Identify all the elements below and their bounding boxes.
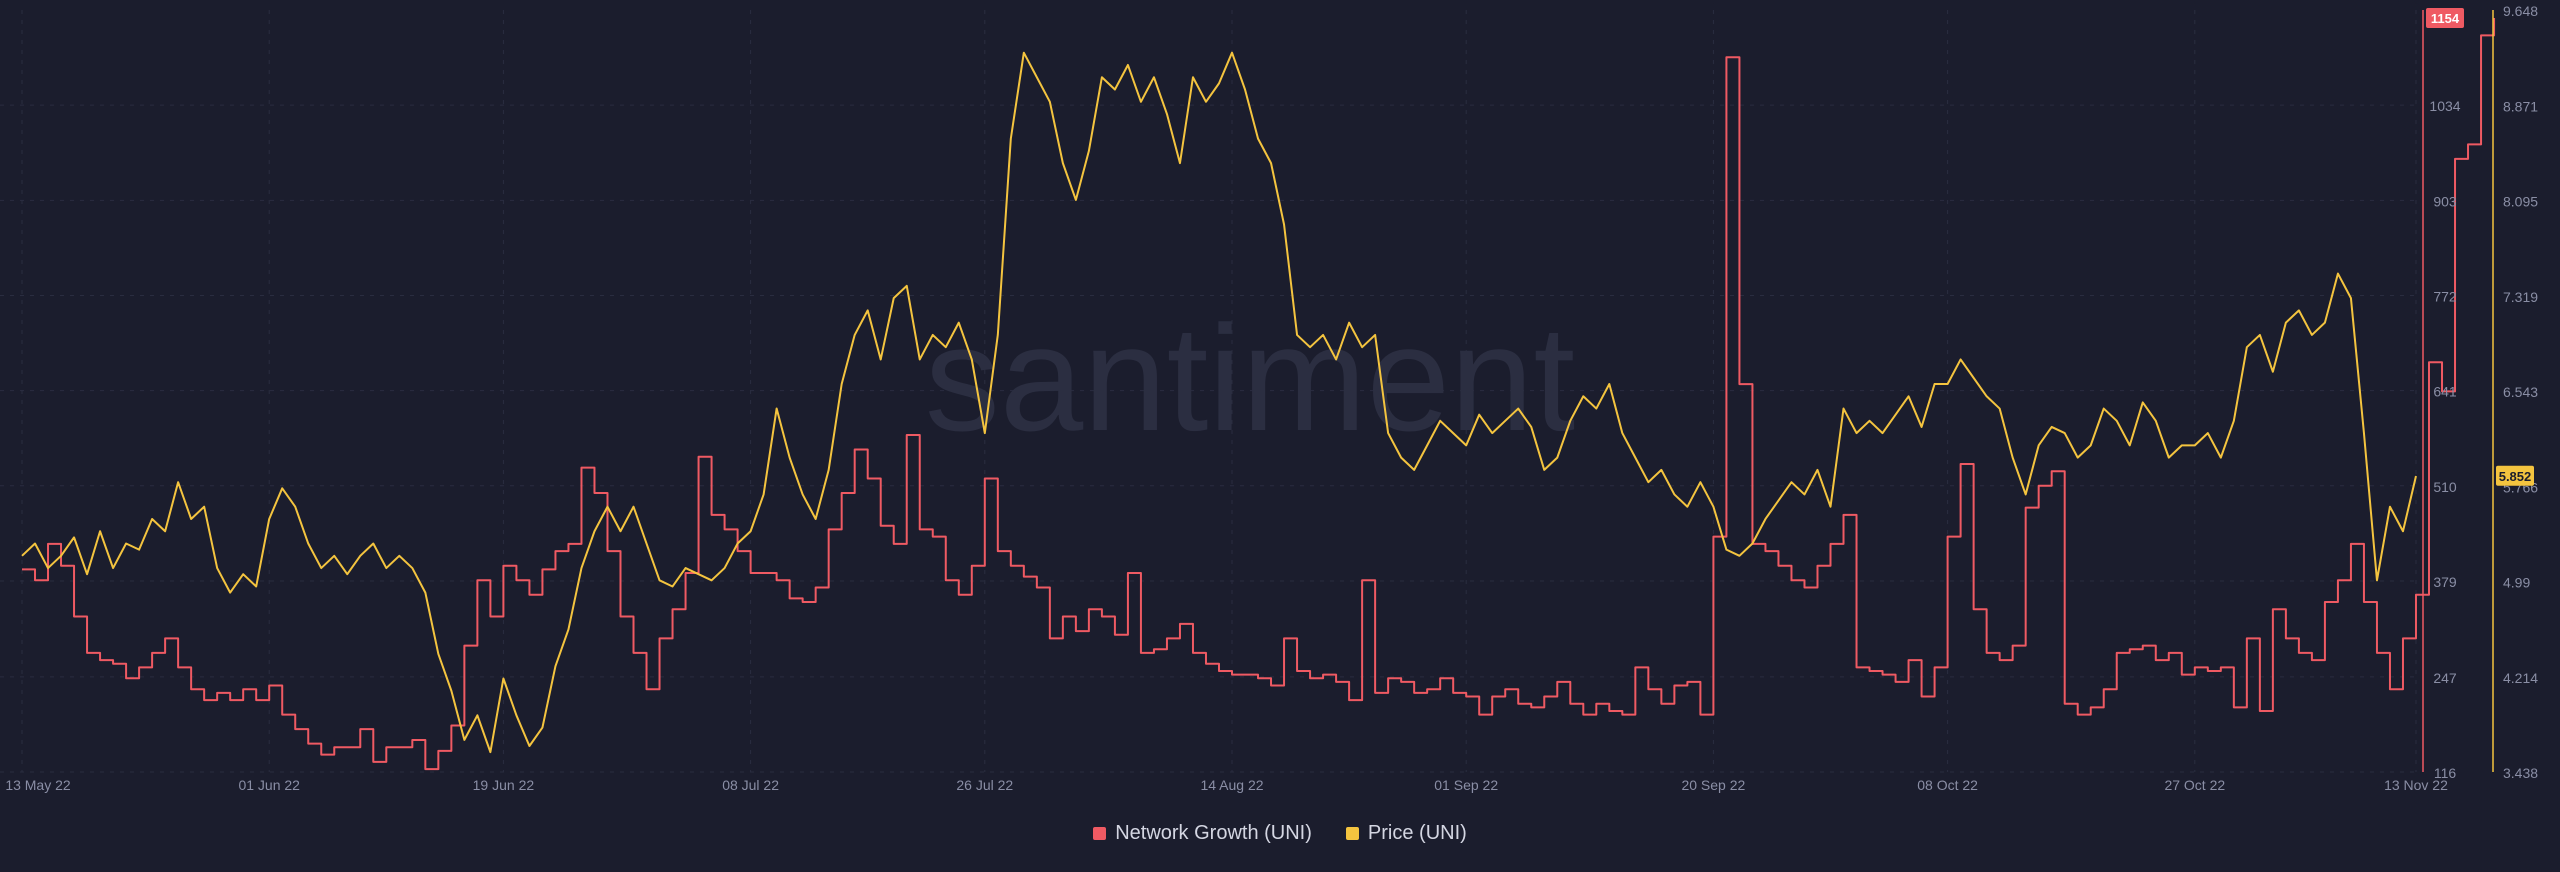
x-axis-tick-label: 26 Jul 22: [956, 777, 1013, 793]
x-axis-tick-label: 20 Sep 22: [1681, 777, 1745, 793]
watermark-text: santiment: [925, 294, 1575, 462]
x-axis-tick-label: 27 Oct 22: [2164, 777, 2225, 793]
x-axis-tick-label: 01 Sep 22: [1434, 777, 1498, 793]
right-axis-tick-label: 3.438: [2503, 765, 2538, 781]
left-axis-tick-label: 247: [2433, 670, 2457, 686]
axis-layer: 116 247 379 510 641 772 903 1034 3.438 4.214 4.99 5…: [5, 3, 2538, 793]
legend-label-network-growth: Network Growth (UNI): [1115, 821, 1312, 844]
chart-legend: Network Growth (UNI) Price (UNI): [0, 818, 2560, 848]
network-growth-last-value-text: 1154: [2431, 11, 2460, 26]
right-axis-tick-label: 7.319: [2503, 289, 2538, 305]
left-axis-tick-label: 903: [2433, 193, 2457, 209]
left-axis-tick-label: 772: [2433, 288, 2457, 304]
left-axis-tick-label: 510: [2433, 479, 2457, 495]
x-axis-tick-label: 01 Jun 22: [238, 777, 300, 793]
series-layer: [21, 17, 2496, 771]
network-growth-last-value: 1154: [2426, 7, 2464, 28]
x-axis-tick-label: 19 Jun 22: [473, 777, 535, 793]
network-growth-swatch: [1093, 826, 1107, 840]
left-axis-tick-label: 379: [2433, 574, 2457, 590]
right-axis-tick-label: 8.871: [2503, 98, 2538, 114]
price-last-value-text: 5.852: [2499, 469, 2532, 484]
right-axis-tick-label: 4.214: [2503, 670, 2538, 686]
x-axis-tick-label: 13 May 22: [5, 777, 71, 793]
price-last-value-bg: [2496, 465, 2534, 486]
legend-label-price: Price (UNI): [1367, 821, 1467, 844]
x-axis-tick-label: 08 Oct 22: [1917, 777, 1978, 793]
grid-layer: [0, 10, 2420, 773]
price-line: [21, 51, 2417, 754]
right-axis-tick-label: 4.99: [2503, 575, 2530, 591]
network-growth-last-value-bg: [2426, 7, 2464, 28]
x-axis-tick-label: 14 Aug 22: [1200, 777, 1263, 793]
legend-item-price[interactable]: Price (UNI): [1345, 821, 1467, 845]
price-swatch: [1345, 826, 1359, 840]
left-axis-tick-label: 116: [2434, 765, 2457, 781]
left-axis-tick-label: 1034: [2429, 98, 2460, 114]
price-last-value: 5.852: [2496, 465, 2534, 486]
right-axis-tick-label: 8.095: [2503, 194, 2538, 210]
legend-item-network-growth[interactable]: Network Growth (UNI): [1093, 822, 1312, 845]
x-axis-tick-label: 13 Nov 22: [2384, 777, 2448, 793]
right-axis-tick-label: 9.648: [2503, 3, 2538, 19]
x-axis-tick-label: 08 Jul 22: [722, 777, 779, 793]
right-axis-tick-label: 6.543: [2503, 384, 2538, 400]
left-axis-tick-label: 641: [2433, 384, 2457, 400]
network-growth-line: [22, 17, 2496, 771]
